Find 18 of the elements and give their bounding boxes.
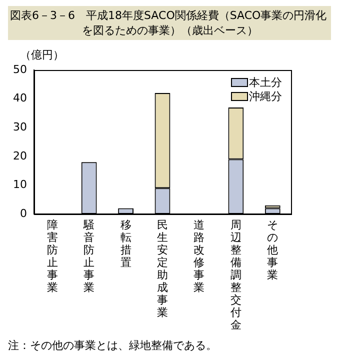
y-tick-label: 20 [12,149,27,162]
y-tick-label: 0 [20,206,27,220]
category-label: 周辺整備調整交付金 [230,218,242,332]
x-tick-label: 民生安定助成事業 [157,218,168,319]
x-tick-label: 移転措置 [120,218,132,269]
legend-label: 沖縄分 [249,90,282,103]
y-tick-label: 50 [12,62,27,76]
x-tick-label: 道路改修事業 [194,218,205,294]
x-tick-label: 障害防止事業 [46,218,58,294]
text: 注：その他の事業とは、緑地整備である。 [8,338,217,353]
legend-label: 本土分 [249,76,282,89]
y-tick-label: 30 [12,120,27,134]
y-tick-label: 40 [12,92,27,105]
y-tick-label: 10 [12,178,27,192]
x-tick-label: 騒音防止事業 [82,218,95,294]
chart-title: 図表6－3－6 平成18年度SACO関係経費（SACO事業の円滑化を図るための事業）（歳出ベース） [8,6,331,40]
x-tick-label: その他事業 [267,218,278,282]
y-axis-title: （億円） [20,48,64,62]
